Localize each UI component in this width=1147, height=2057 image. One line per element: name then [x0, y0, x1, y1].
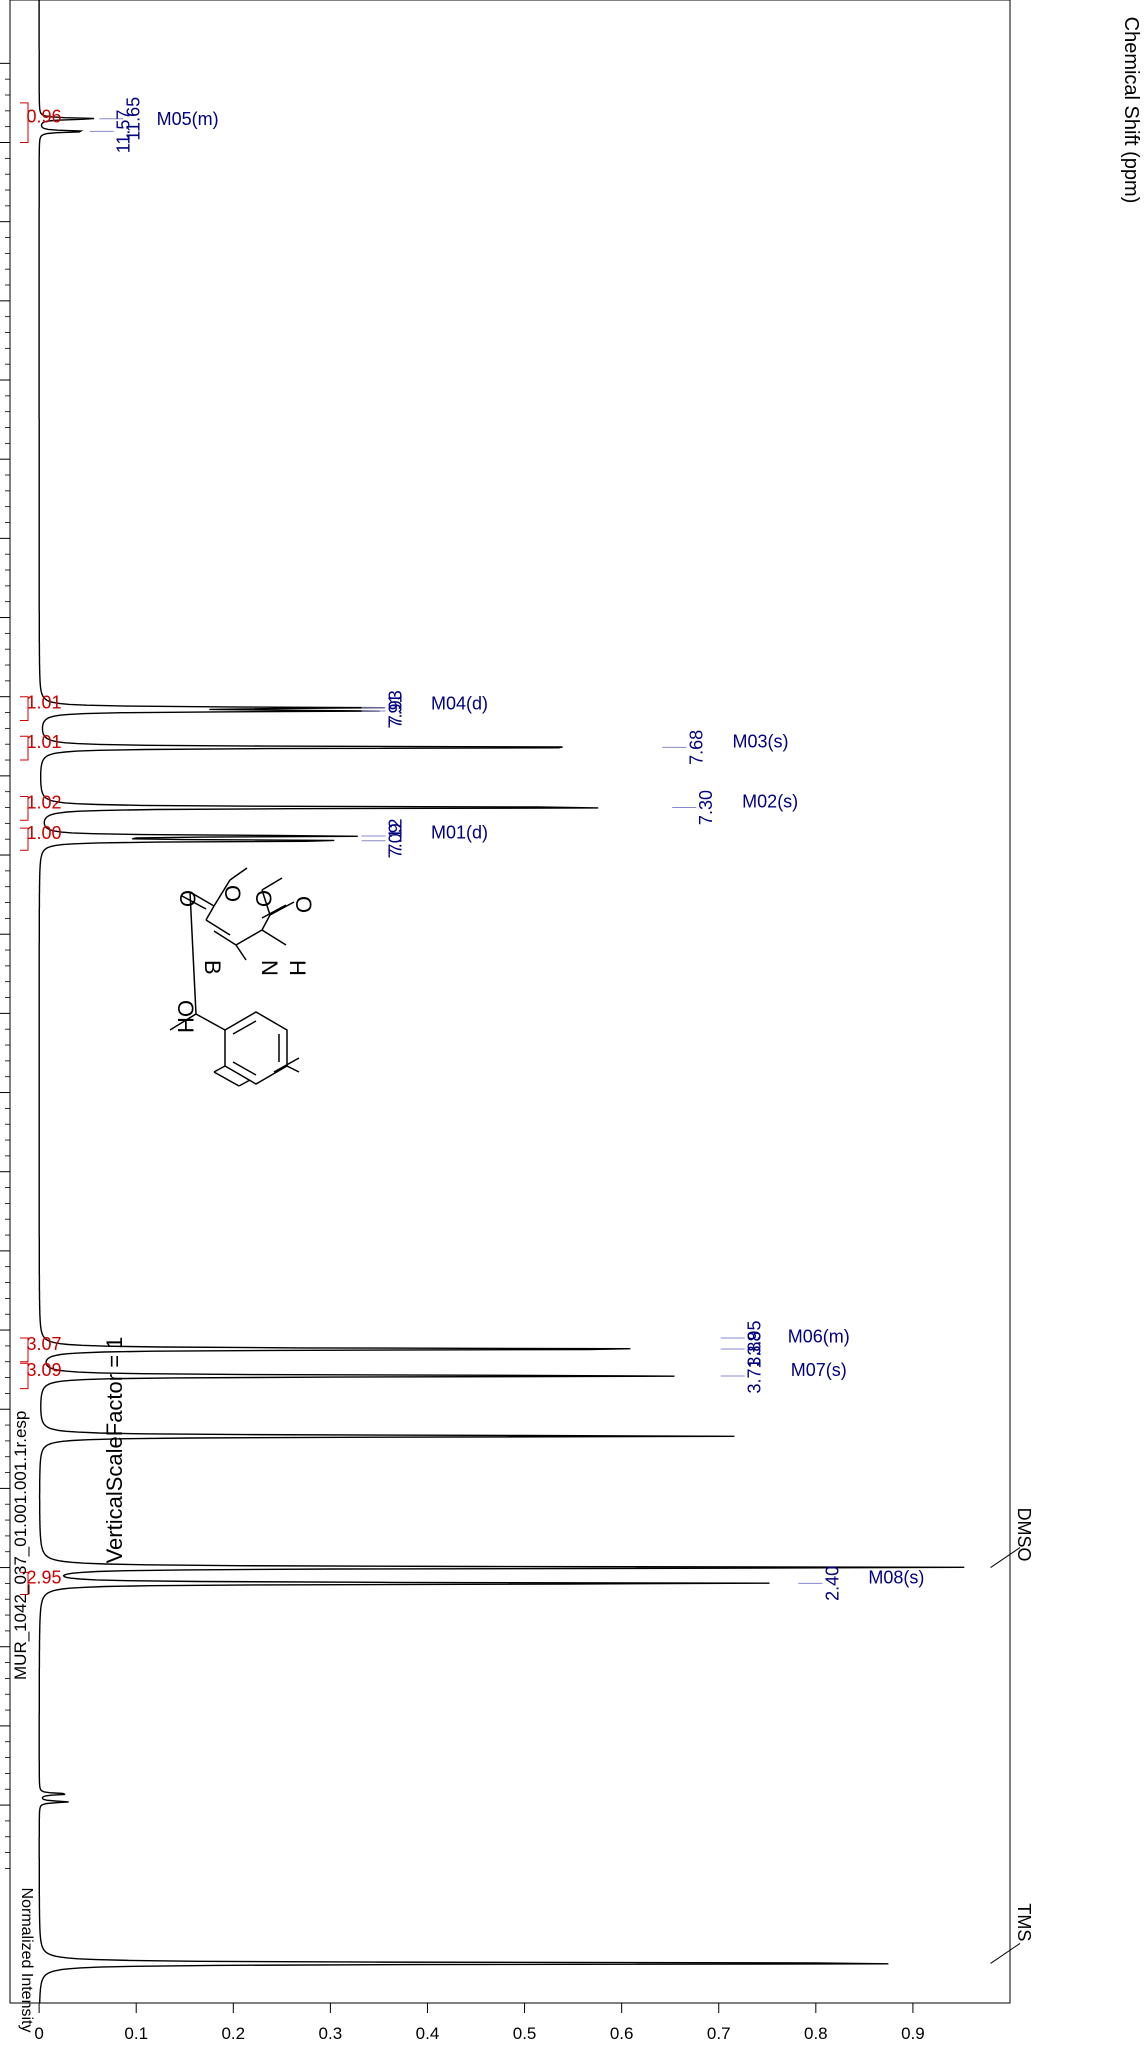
integral-value: 1.01: [26, 732, 61, 752]
atom-o-top: O: [175, 890, 200, 907]
atom-o-ester1: O: [220, 885, 245, 902]
peak-label: 7.93: [386, 690, 406, 725]
integral-bracket: [20, 1337, 29, 1363]
y-tick-label: 0.2: [221, 2024, 245, 2043]
integral-value: 1.00: [26, 823, 61, 843]
peak-label: 7.12: [386, 819, 406, 854]
integral-value: 2.95: [26, 1567, 61, 1587]
atom-o-ester2: O: [251, 890, 276, 907]
solvent-leader: [990, 1547, 1021, 1568]
multiplet-label: M01(d): [431, 822, 488, 842]
y-tick-label: 0: [34, 2024, 43, 2043]
peak-label: 7.91: [386, 693, 406, 728]
x-axis-title: Chemical Shift (ppm): [1120, 17, 1142, 204]
integral-value: 3.09: [26, 1360, 61, 1380]
y-tick-label: 0.9: [901, 2024, 925, 2043]
plot-area: 12.011.511.010.510.09.59.08.58.07.57.06.…: [0, 0, 1034, 2043]
peak-label: 2.40: [822, 1566, 842, 1601]
peak-label: 3.95: [745, 1320, 765, 1355]
plot-frame: [9, 0, 1011, 2004]
peak-label: 11.57: [114, 110, 134, 154]
integral-value: 1.01: [26, 693, 61, 713]
integral-bracket: [20, 827, 29, 851]
solvent-label-dmso: DMSO: [990, 1508, 1034, 1568]
y-tick-label: 0.7: [707, 2024, 731, 2043]
molecule-structure: [169, 867, 300, 1087]
multiplet-label: M04(d): [431, 693, 488, 713]
multiplet-label: M07(s): [791, 1360, 847, 1380]
atom-b: B: [200, 960, 225, 975]
integral-bracket: [20, 102, 29, 144]
integral-bracket: [20, 795, 29, 821]
integral-value: 1.02: [26, 792, 61, 812]
integral-value: 0.96: [26, 107, 61, 127]
peak-label: 7.09: [386, 823, 406, 858]
integral-value: 3.07: [26, 1334, 61, 1354]
integral-bracket: [20, 696, 29, 721]
spectrum-line: [38, 0, 965, 2003]
integral-bracket: [20, 1571, 29, 1595]
y-tick-label: 0.5: [513, 2024, 537, 2043]
atom-h: H: [285, 960, 310, 976]
y-axis-title: Normalized Intensity: [18, 1888, 35, 2033]
vertical-scale-annotation: VerticalScaleFactor = 1: [102, 1337, 127, 1564]
multiplet-label: M08(s): [868, 1567, 924, 1587]
peak-label: 3.71: [745, 1358, 765, 1393]
multiplet-label: M03(s): [732, 731, 788, 751]
y-tick-label: 0.1: [124, 2024, 148, 2043]
y-tick-label: 0.4: [416, 2024, 440, 2043]
solvent-label-tms: TMS: [990, 1903, 1034, 1964]
y-tick-label: 0.8: [804, 2024, 828, 2043]
peak-label: 7.68: [686, 730, 706, 765]
peak-label: 7.30: [696, 790, 716, 825]
peak-label: 11.65: [123, 97, 143, 141]
file-name: MUR_1042_037_01.001.001.1r.esp: [11, 1411, 30, 1680]
y-tick-label: 0.3: [319, 2024, 343, 2043]
multiplet-label: M02(s): [742, 792, 798, 812]
atom-n: N: [257, 960, 282, 976]
multiplet-label: M05(m): [157, 109, 219, 129]
integral-bracket: [20, 1362, 29, 1390]
y-tick-label: 0.6: [610, 2024, 634, 2043]
atom-oh: OH: [173, 1000, 198, 1033]
integral-bracket: [20, 735, 29, 761]
solvent-text: DMSO: [1014, 1508, 1034, 1562]
multiplet-label: M06(m): [788, 1327, 850, 1347]
atom-o-bottom: O: [291, 896, 316, 913]
solvent-leader: [990, 1943, 1021, 1964]
molecule-atom-labels: OH B N H O O O O: [173, 885, 316, 1033]
peak-label: 3.88: [745, 1332, 765, 1367]
solvent-text: TMS: [1014, 1903, 1034, 1941]
